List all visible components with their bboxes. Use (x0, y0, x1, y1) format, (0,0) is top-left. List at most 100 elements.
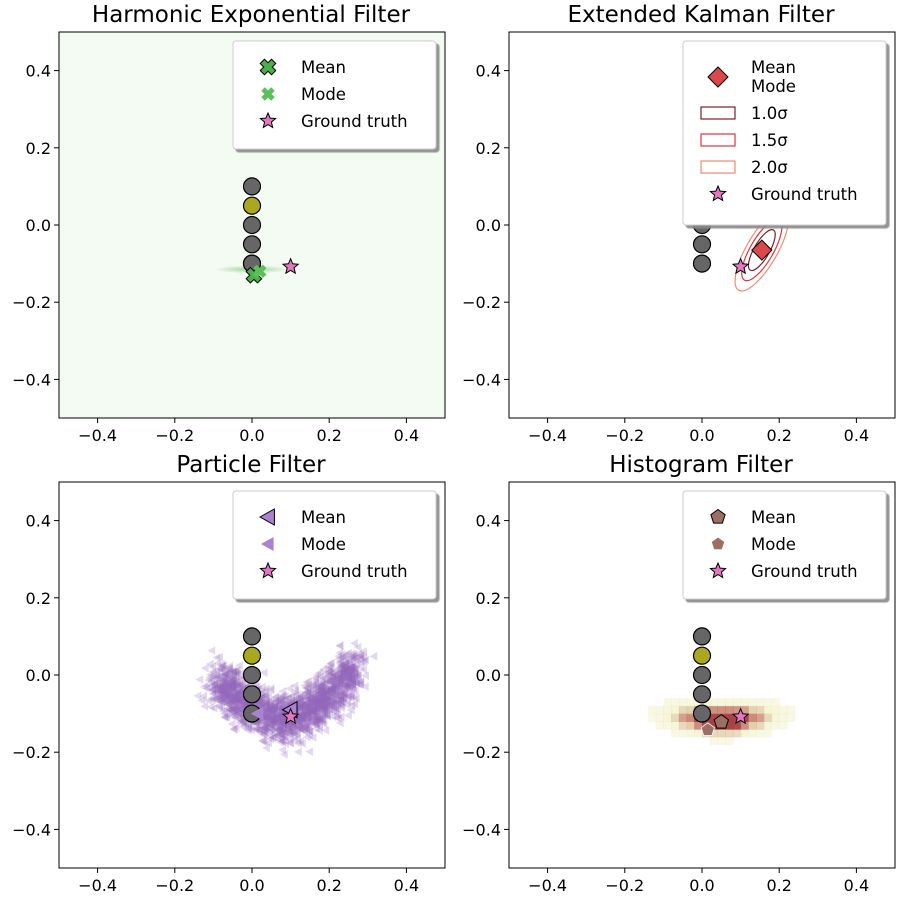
particle-point (223, 704, 232, 714)
particle-point (299, 708, 308, 718)
particle-point (266, 701, 275, 710)
particle-point (321, 680, 329, 689)
particle-point (345, 657, 353, 666)
particle-point (301, 688, 309, 698)
y-tick-label: 0.0 (26, 666, 51, 685)
particle-point (291, 685, 300, 695)
particle-point (215, 684, 224, 694)
particle-point (320, 704, 328, 713)
particle-point (317, 687, 326, 697)
particle-point (332, 677, 341, 686)
particle-point (314, 697, 323, 706)
histogram-cell (709, 736, 719, 746)
particle-point (201, 681, 210, 690)
particle-point (208, 685, 217, 694)
particle-point (235, 687, 244, 696)
particle-point (318, 704, 327, 714)
particle-point (219, 672, 228, 681)
particle-point (304, 677, 312, 686)
particle-point (359, 657, 368, 666)
particle-point (331, 690, 339, 700)
particle-point (316, 682, 325, 691)
particle-point (303, 687, 312, 697)
particle-point (225, 672, 233, 682)
legend-label: 1.5σ (751, 131, 788, 150)
particle-point (239, 718, 248, 728)
particle-point (268, 708, 277, 718)
particle-point (282, 728, 291, 738)
particle-point (200, 702, 209, 711)
particle-point (341, 680, 350, 690)
particle-point (334, 713, 342, 723)
x-tick-label: 0.0 (689, 876, 714, 895)
particle-point (214, 679, 223, 689)
landmark-point (692, 685, 712, 704)
particle-point (293, 704, 302, 714)
particle-point (235, 681, 244, 690)
particle-point (228, 683, 237, 693)
particle-point (232, 669, 240, 679)
particle-point (231, 671, 240, 681)
particle-point (319, 690, 327, 700)
particle-point (212, 686, 221, 695)
particle-point (340, 683, 349, 693)
particle-point (327, 700, 336, 710)
particle-point (215, 695, 224, 704)
particle-point (340, 690, 349, 699)
panel-particle: Particle Filter −0.4 −0.2 0.0 0.2 0.4−0.4−0.… (12, 452, 446, 895)
particle-point (293, 724, 302, 734)
particle-point (216, 686, 225, 695)
particle-point (295, 697, 304, 707)
particle-point (276, 709, 285, 719)
particle-point (276, 696, 285, 706)
particle-point (234, 688, 242, 698)
particle-point (219, 685, 228, 694)
particle-point (331, 674, 340, 684)
particle-point (323, 711, 332, 721)
particle-point (335, 718, 344, 728)
particle-point (268, 733, 277, 743)
particle-point (278, 715, 287, 724)
particle-point (295, 704, 304, 714)
particle-point (325, 688, 334, 697)
particle-point (339, 669, 348, 679)
particle-point (262, 718, 271, 728)
particle-point (329, 682, 338, 692)
particle-point (344, 671, 353, 681)
particle-point (227, 711, 236, 721)
particle-point (347, 680, 356, 690)
particle-point (225, 671, 234, 680)
particle-point (294, 718, 303, 728)
particle-point (239, 717, 247, 727)
particle-point (346, 663, 355, 673)
particle-point (277, 705, 286, 714)
particle-point (347, 666, 356, 675)
particle-point (262, 706, 270, 716)
particle-point (232, 677, 240, 686)
particle-point (303, 711, 312, 721)
particle-point (222, 687, 231, 697)
particle-point (296, 710, 305, 720)
histogram-cell (663, 713, 672, 722)
particle-point (300, 704, 309, 714)
particle-point (225, 691, 234, 701)
particle-point (271, 717, 280, 726)
particle-point (292, 715, 301, 725)
particle-point (302, 706, 310, 715)
particle-point (310, 706, 319, 716)
particle-point (216, 689, 224, 699)
particle-point (321, 685, 329, 695)
particle-point (325, 700, 334, 710)
particle-point (338, 667, 347, 677)
particle-point (205, 670, 214, 680)
x-tick-label: 0.2 (316, 426, 341, 445)
particle-point (231, 667, 240, 677)
legend-marker (259, 58, 277, 76)
particle-point (346, 663, 355, 673)
particle-point (209, 688, 218, 698)
particle-point (211, 688, 219, 698)
particle-point (274, 729, 283, 739)
particle-point (275, 714, 284, 723)
legend-label: Ground truth (751, 185, 858, 204)
legend-label: Mode (751, 77, 796, 96)
